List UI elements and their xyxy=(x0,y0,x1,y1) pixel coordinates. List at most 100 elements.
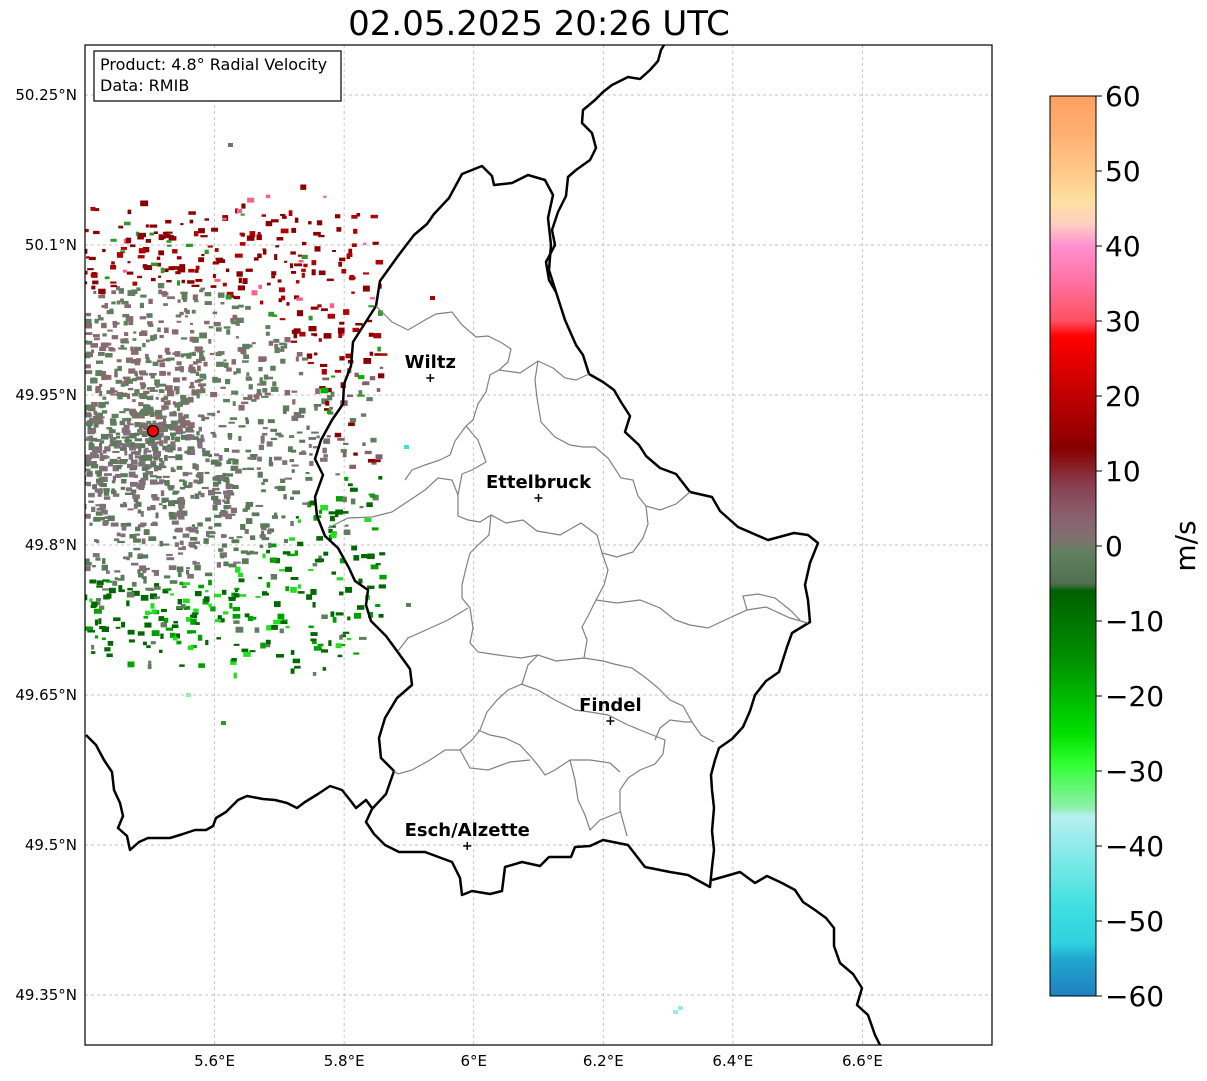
radar-echo-pixel xyxy=(310,589,317,595)
radar-echo-pixel xyxy=(204,471,210,475)
radar-echo-pixel xyxy=(270,386,279,392)
radar-echo-pixel xyxy=(103,509,108,515)
radar-echo-pixel xyxy=(213,321,221,327)
radar-echo-pixel xyxy=(161,497,169,503)
radar-echo-pixel xyxy=(91,402,98,407)
radar-echo-pixel xyxy=(138,456,146,461)
radar-echo-pixel xyxy=(154,379,160,386)
radar-echo-pixel xyxy=(240,213,245,216)
radar-echo-pixel xyxy=(121,478,127,484)
radar-echo-pixel xyxy=(308,568,314,571)
radar-echo-pixel xyxy=(191,527,198,533)
radar-echo-pixel xyxy=(102,450,107,454)
radar-echo-pixel xyxy=(99,488,103,494)
radar-echo-pixel xyxy=(159,362,166,368)
radar-echo-pixel xyxy=(188,398,193,401)
radar-echo-pixel xyxy=(291,469,295,473)
radar-echo-pixel xyxy=(151,277,156,282)
radar-echo-pixel xyxy=(126,591,135,598)
radar-echo-pixel xyxy=(334,369,342,373)
radar-echo-pixel xyxy=(259,377,263,383)
radar-echo-pixel xyxy=(171,520,179,525)
radar-echo-pixel xyxy=(329,525,336,528)
info-product: Product: 4.8° Radial Velocity xyxy=(100,55,327,74)
radar-echo-pixel xyxy=(172,410,176,416)
radar-echo-pixel xyxy=(251,290,258,296)
radar-echo-pixel xyxy=(88,256,96,261)
radar-echo-pixel xyxy=(194,269,199,273)
radar-echo-pixel xyxy=(126,271,134,275)
radar-echo-pixel xyxy=(223,359,227,362)
radar-echo-pixel xyxy=(258,366,263,372)
radar-echo-pixel xyxy=(177,552,184,555)
radar-echo-pixel xyxy=(314,405,318,411)
radar-echo-pixel xyxy=(376,388,381,392)
radar-echo-pixel xyxy=(153,422,161,426)
radar-echo-pixel xyxy=(134,389,140,394)
radar-echo-pixel xyxy=(272,381,277,387)
radar-echo-pixel xyxy=(311,431,319,434)
belgium-germany-border xyxy=(544,45,666,293)
radar-echo-pixel xyxy=(266,441,273,447)
radar-echo-pixel xyxy=(349,275,355,281)
radar-echo-pixel xyxy=(272,314,278,317)
radar-echo-pixel xyxy=(224,494,231,499)
radar-echo-pixel xyxy=(155,512,159,519)
radar-echo-pixel xyxy=(296,431,303,434)
radar-echo-pixel xyxy=(201,448,206,453)
radar-echo-pixel xyxy=(268,542,272,548)
radar-echo-pixel xyxy=(153,570,159,576)
radar-echo-pixel xyxy=(276,654,284,658)
radar-echo-pixel xyxy=(348,248,353,254)
radar-echo-pixel xyxy=(254,627,260,633)
radar-echo-pixel xyxy=(270,437,278,441)
radar-echo-pixel xyxy=(106,310,114,315)
radar-echo-pixel xyxy=(112,580,118,586)
radar-echo-pixel xyxy=(335,643,342,649)
info-source: Data: RMIB xyxy=(100,76,189,95)
radar-echo-pixel xyxy=(143,390,150,394)
radar-echo-pixel xyxy=(291,464,299,467)
radar-echo-pixel xyxy=(164,435,168,439)
radar-echo-pixel xyxy=(123,320,128,326)
radar-echo-pixel xyxy=(260,435,265,442)
radar-echo-pixel xyxy=(121,341,129,344)
radar-echo-pixel xyxy=(101,322,107,329)
radar-echo-pixel xyxy=(174,542,179,547)
radar-echo-pixel xyxy=(234,587,240,591)
radar-echo-pixel xyxy=(371,527,379,531)
radar-echo-pixel xyxy=(347,616,351,621)
radar-echo-pixel xyxy=(229,417,238,420)
radar-echo-pixel xyxy=(238,425,246,428)
radar-echo-pixel xyxy=(181,279,185,284)
radar-echo-pixel xyxy=(127,423,134,426)
radar-echo-pixel xyxy=(244,529,249,534)
radar-echo-pixel xyxy=(93,334,100,337)
radar-echo-pixel xyxy=(314,246,321,252)
radar-echo-pixel xyxy=(184,308,188,313)
radar-echo-pixel xyxy=(210,459,219,465)
radar-echo-pixel xyxy=(295,356,299,362)
radar-echo-pixel xyxy=(112,465,119,472)
radar-echo-pixel xyxy=(115,473,122,478)
radar-echo-pixel xyxy=(264,644,271,648)
radar-echo-pixel xyxy=(176,320,182,323)
radar-echo-pixel xyxy=(113,538,120,542)
radar-echo-pixel xyxy=(297,519,301,523)
radar-echo-pixel xyxy=(134,373,139,377)
radar-echo-pixel xyxy=(189,434,195,440)
radar-echo-pixel xyxy=(123,430,131,436)
lon-tick-label: 6.2°E xyxy=(583,1052,624,1070)
radar-echo-pixel xyxy=(339,635,343,640)
radar-echo-pixel xyxy=(85,370,93,375)
radar-echo-pixel xyxy=(223,505,229,510)
radar-echo-pixel xyxy=(351,545,357,551)
radar-echo-pixel xyxy=(181,510,188,516)
radar-echo-pixel xyxy=(375,459,381,463)
radar-echo-pixel xyxy=(227,433,233,438)
radar-echo-pixel xyxy=(309,500,317,506)
radar-echo-pixel xyxy=(279,569,286,572)
radar-echo-pixel xyxy=(85,323,92,329)
radar-echo-pixel xyxy=(159,540,164,547)
radar-echo-pixel xyxy=(309,461,314,466)
